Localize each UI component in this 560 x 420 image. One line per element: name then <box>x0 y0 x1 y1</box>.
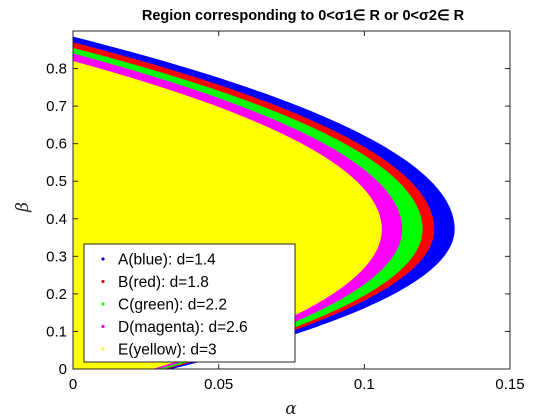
y-tick-label: 0 <box>59 361 67 378</box>
y-tick-label: 0.5 <box>46 173 67 190</box>
x-tick-label: 0.05 <box>204 376 233 393</box>
legend-entry-3: D(magenta): d=2.6 <box>118 319 248 336</box>
x-axis-label: α <box>285 399 297 419</box>
legend-entry-0: A(blue): d=1.4 <box>118 252 216 269</box>
legend-box <box>83 243 296 363</box>
legend-entry-1: B(red): d=1.8 <box>118 274 209 291</box>
y-tick-label: 0.7 <box>46 98 67 115</box>
axes: 0 0.05 0.1 0.15 0 0.1 0.2 0.3 0.4 0.5 0.6 0.7 0.8 <box>46 30 525 393</box>
y-tick-label: 0.1 <box>46 323 67 340</box>
legend-marker-1 <box>101 279 105 284</box>
legend-entry-2: C(green): d=2.2 <box>118 297 227 314</box>
x-tick-label: 0.1 <box>354 376 375 393</box>
x-tick-label: 0 <box>69 376 77 393</box>
y-tick-label: 0.4 <box>46 211 67 228</box>
y-tick-label: 0.8 <box>46 61 67 78</box>
legend-marker-4 <box>101 347 105 351</box>
y-tick-label: 0.6 <box>46 136 67 153</box>
x-tick-label: 0.15 <box>495 376 524 393</box>
legend: A(blue): d=1.4 B(red): d=1.8 C(green): d=2… <box>83 243 296 363</box>
y-axis-label: β <box>13 202 33 213</box>
plot-box <box>72 30 511 370</box>
legend-marker-3 <box>101 324 105 329</box>
y-tick-label: 0.2 <box>46 286 67 303</box>
legend-entry-4: E(yellow): d=3 <box>118 342 217 359</box>
y-tick-label: 0.3 <box>46 248 67 265</box>
legend-marker-0 <box>101 257 105 261</box>
legend-marker-2 <box>101 302 105 306</box>
chart-title: Region corresponding to 0<σ1∈ R or 0<σ2∈… <box>142 8 465 24</box>
